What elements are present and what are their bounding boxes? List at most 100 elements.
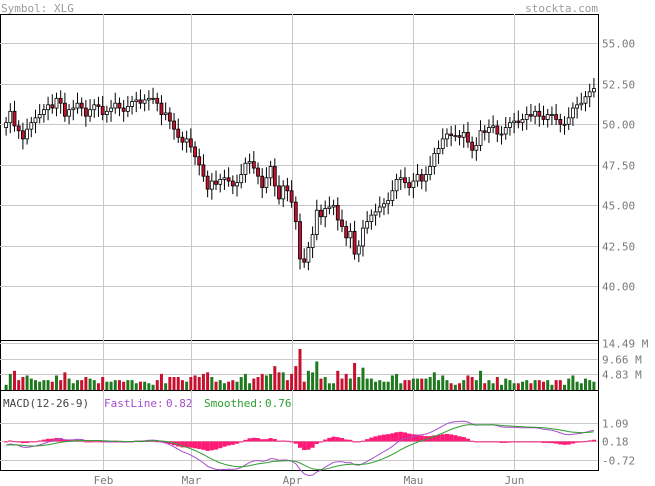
volume-bar (176, 377, 180, 390)
volume-bar (487, 380, 491, 390)
candle-body (571, 107, 575, 119)
axes: Feb Mar Apr Mau Jun 55.00 52.50 50.00 47.50 45.00… (94, 38, 649, 486)
candle-body (306, 247, 311, 263)
candle-body (50, 104, 55, 109)
candle-body (176, 128, 181, 138)
candle-body (495, 125, 500, 135)
volume-bar (306, 370, 310, 390)
volume-bar (67, 378, 71, 390)
macd-histogram-bar (402, 432, 408, 442)
macd-histogram-bar (423, 436, 429, 442)
candle-body (470, 141, 475, 151)
candle-body (440, 138, 445, 150)
macd-histogram-bar (96, 441, 101, 443)
volume-bar (210, 377, 214, 390)
macd-histogram-bar (545, 441, 550, 443)
volume-bar (92, 380, 96, 390)
macd-histogram-bar (29, 441, 34, 443)
candle-body (432, 153, 437, 167)
volume-bar (479, 370, 483, 390)
macd-histogram-bar (520, 441, 525, 443)
macd-title: MACD(12-26-9) (3, 397, 89, 410)
candle-body (394, 179, 399, 192)
price-tick-label: 47.50 (602, 160, 635, 173)
volume-bar (416, 378, 420, 390)
x-tick-label: Mau (404, 474, 424, 486)
macd-histogram-bar (327, 437, 332, 442)
volume-bar (256, 377, 260, 390)
symbol-label: Symbol: XLG (1, 2, 74, 15)
candle-body (424, 174, 428, 182)
candle-body (377, 206, 382, 213)
macd-histogram-bar (318, 441, 324, 443)
volume-bar (504, 378, 508, 390)
volume-bar (567, 378, 571, 390)
macd-tick-label: 0.18 (602, 436, 629, 449)
candle-body (516, 120, 521, 124)
volume-bar (592, 381, 596, 390)
candle-body (130, 101, 134, 107)
candle-body (285, 185, 290, 192)
volume-bar (29, 378, 33, 390)
volume-bar (164, 383, 168, 390)
volume-bar (508, 380, 512, 390)
volume-bar (54, 375, 58, 390)
macd-histogram-bar (419, 435, 424, 442)
candle-body (121, 107, 126, 112)
volume-bar (222, 383, 226, 390)
macd-histogram-bar (457, 436, 462, 442)
volume-bar (38, 381, 42, 390)
candle-body (289, 190, 294, 203)
candle-body (277, 185, 281, 200)
macd-histogram-bar (503, 441, 508, 443)
candle-body (272, 166, 277, 187)
volume-bar (21, 377, 25, 390)
volume-bar (390, 375, 394, 390)
volume-bar (248, 383, 252, 390)
candle-body (558, 119, 563, 125)
macd-histogram-bar (352, 441, 357, 443)
macd-histogram-bar (566, 441, 571, 445)
volume-bar (584, 378, 588, 390)
candle-body (88, 109, 92, 117)
candle-body (545, 114, 550, 120)
volume-bar (214, 381, 218, 390)
macd-histogram-bar (453, 435, 458, 442)
volume-bar (399, 383, 403, 390)
candle-body (134, 99, 139, 102)
candle-body (218, 179, 223, 185)
candle-body (33, 117, 38, 124)
macd-histogram-bar (478, 441, 483, 443)
volume-bar (109, 381, 113, 390)
candle-body (319, 209, 323, 218)
volume-bar (369, 378, 373, 390)
volume-bar (437, 380, 441, 390)
volume-bar (201, 373, 205, 390)
volume-bar (542, 381, 546, 390)
volume-bar (449, 383, 453, 390)
candle-body (419, 174, 424, 182)
macd-histogram-bar (8, 440, 13, 442)
candle-body (146, 97, 151, 101)
macd-histogram-bar (591, 439, 596, 442)
volume-bar (101, 377, 105, 390)
volume-bar (474, 380, 478, 390)
volume-bar (332, 383, 336, 390)
candle-body (62, 102, 67, 117)
macd-histogram-bar (167, 441, 172, 445)
candle-body (550, 114, 554, 116)
volume-bar (96, 383, 100, 390)
candle-body (201, 164, 206, 177)
candle-body (151, 97, 155, 100)
volume-bar (243, 373, 247, 390)
volume-bar (273, 366, 277, 390)
volume-bar (239, 377, 243, 390)
volume-bar (315, 361, 319, 390)
candle-body (327, 206, 332, 210)
volume-bar (357, 377, 361, 390)
macd-histogram-bar (474, 441, 479, 443)
macd-histogram-bar (386, 434, 391, 442)
macd-histogram-bar (92, 441, 97, 443)
macd-histogram-bar (192, 441, 198, 449)
volume-bar (197, 377, 201, 390)
